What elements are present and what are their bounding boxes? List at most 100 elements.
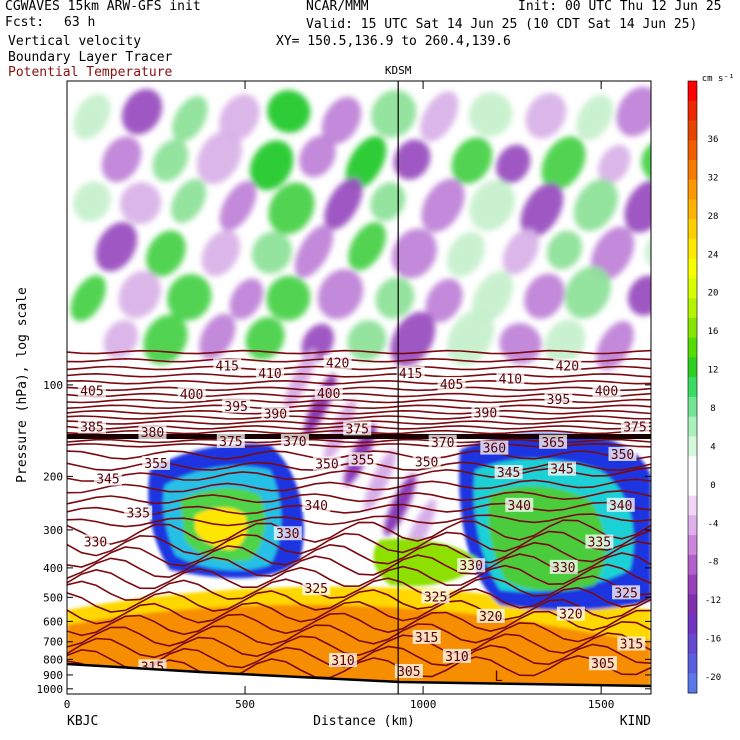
velocity-cell bbox=[266, 275, 311, 321]
tracer-yellow-core bbox=[195, 507, 247, 550]
velocity-cell bbox=[525, 92, 567, 139]
theta-label: 330 bbox=[459, 559, 482, 574]
colorbar-swatch bbox=[688, 436, 697, 457]
theta-contour bbox=[67, 386, 651, 392]
theta-label-box bbox=[255, 365, 284, 380]
theta-label-box bbox=[553, 358, 582, 373]
colorbar: 36 32 28 24 20 16 12 8 4 0 -4 -8 -12 -16 -20 bbox=[687, 80, 721, 694]
y-tick-label: 300 bbox=[43, 524, 63, 537]
theta-label-box bbox=[556, 606, 585, 621]
theta-contour bbox=[67, 632, 651, 659]
velocity-cell bbox=[70, 275, 106, 322]
colorbar-swatch bbox=[688, 219, 697, 240]
velocity-cell bbox=[371, 89, 417, 138]
theta-label: 395 bbox=[547, 393, 570, 408]
theta-label-box bbox=[142, 455, 171, 470]
theta-label: 380 bbox=[141, 426, 164, 441]
theta-label: 310 bbox=[445, 650, 468, 665]
colorbar-swatch bbox=[688, 594, 697, 615]
y-tick-label: 700 bbox=[43, 636, 63, 649]
colorbar-label: 16 bbox=[708, 327, 719, 337]
theta-label: 355 bbox=[351, 453, 374, 468]
velocity-cell bbox=[421, 178, 465, 233]
y-tick-label: 600 bbox=[43, 615, 63, 628]
colorbar-label: 0 bbox=[710, 481, 715, 491]
x-tick-label: 0 bbox=[64, 698, 71, 711]
velocity-cell bbox=[375, 277, 415, 319]
theta-label: 390 bbox=[474, 406, 497, 421]
theta-label: 375 bbox=[345, 422, 368, 437]
theta-label-box bbox=[471, 405, 500, 420]
field-bl-tracer: Boundary Layer Tracer bbox=[8, 50, 173, 65]
colorbar-swatch bbox=[688, 258, 697, 279]
colorbar-label: 32 bbox=[708, 173, 719, 183]
colorbar-swatch bbox=[688, 377, 697, 398]
y-tick-label: 500 bbox=[43, 591, 63, 604]
theta-contour bbox=[67, 643, 651, 670]
kdsm-label: KDSM bbox=[385, 64, 412, 77]
theta-label-box bbox=[606, 497, 635, 512]
theta-label: 410 bbox=[499, 373, 522, 388]
velocity-cell bbox=[249, 140, 294, 191]
colorbar-swatch bbox=[688, 199, 697, 220]
theta-label: 410 bbox=[258, 367, 281, 382]
right-station: KIND bbox=[620, 714, 651, 729]
velocity-cell bbox=[219, 94, 260, 142]
colorbar-label: -4 bbox=[708, 519, 719, 529]
velocity-cell bbox=[616, 86, 651, 137]
theta-label-box bbox=[442, 648, 471, 663]
theta-label: 345 bbox=[550, 463, 573, 478]
velocity-cell bbox=[219, 180, 257, 231]
theta-label: 325 bbox=[305, 582, 328, 597]
velocity-cell bbox=[624, 180, 651, 233]
theta-label: 340 bbox=[609, 499, 632, 514]
velocity-cell bbox=[317, 269, 364, 320]
x-tick-label: 1000 bbox=[410, 698, 437, 711]
velocity-cell bbox=[541, 136, 586, 190]
velocity-cell bbox=[591, 226, 635, 281]
theta-contour bbox=[67, 519, 651, 545]
velocity-cell bbox=[598, 144, 631, 184]
velocity-cell bbox=[199, 313, 236, 360]
colorbar-swatch bbox=[688, 120, 697, 141]
theta-label-box bbox=[592, 383, 621, 398]
colorbar-swatch bbox=[688, 337, 697, 358]
plot-frame bbox=[66, 80, 652, 695]
theta-label-box bbox=[302, 497, 331, 512]
theta-contour bbox=[67, 372, 651, 378]
theta-label-box bbox=[421, 589, 450, 604]
velocity-cell bbox=[420, 91, 459, 142]
colorbar-label: 12 bbox=[708, 366, 719, 376]
colorbar-label: -12 bbox=[705, 596, 721, 606]
theta-contour bbox=[67, 598, 651, 625]
theta-label: 345 bbox=[497, 466, 520, 481]
theta-label-box bbox=[312, 456, 341, 471]
colorbar-swatch bbox=[688, 100, 697, 121]
theta-label: 320 bbox=[559, 608, 582, 623]
velocity-cell bbox=[596, 321, 634, 370]
theta-label: 305 bbox=[591, 657, 614, 672]
colorbar-swatch bbox=[688, 81, 697, 102]
theta-label-box bbox=[280, 433, 309, 448]
velocity-cell bbox=[425, 278, 463, 323]
colorbar-swatch bbox=[688, 416, 697, 437]
x-tick-label: 500 bbox=[235, 698, 255, 711]
theta-contour bbox=[67, 349, 651, 355]
velocity-cell bbox=[143, 314, 188, 365]
velocity-cell bbox=[172, 95, 208, 142]
theta-label: 330 bbox=[552, 561, 575, 576]
theta-label-box bbox=[412, 454, 441, 469]
theta-label: 350 bbox=[611, 448, 634, 463]
theta-label-box bbox=[261, 406, 290, 421]
theta-label: 375 bbox=[219, 435, 242, 450]
theta-label: 400 bbox=[595, 384, 618, 399]
theta-label-box bbox=[547, 461, 576, 476]
velocity-cell bbox=[546, 230, 583, 270]
colorbar-swatch bbox=[688, 495, 697, 516]
velocity-cell bbox=[95, 222, 138, 272]
theta-label-box bbox=[539, 434, 568, 449]
theta-label-box bbox=[544, 391, 573, 406]
theta-label: 325 bbox=[614, 586, 637, 601]
field-vertical-velocity: Vertical velocity bbox=[8, 34, 142, 49]
velocity-cell bbox=[573, 179, 618, 232]
